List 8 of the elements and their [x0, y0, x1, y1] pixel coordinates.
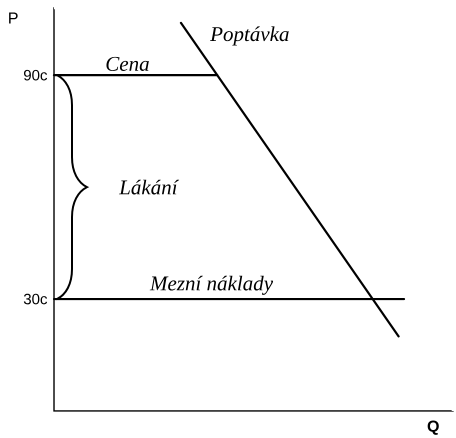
y-tick-label: 30c — [24, 294, 48, 304]
y-tick-label: 90c — [24, 70, 48, 80]
y-axis-title: P — [9, 12, 18, 24]
ref-line-label: Cena — [106, 56, 149, 71]
annotation: Lákání — [118, 180, 180, 195]
x-axis-title: Q — [428, 420, 439, 435]
series-label: Poptávka — [210, 26, 289, 46]
ref-line-label: Mezní náklady — [150, 276, 274, 295]
